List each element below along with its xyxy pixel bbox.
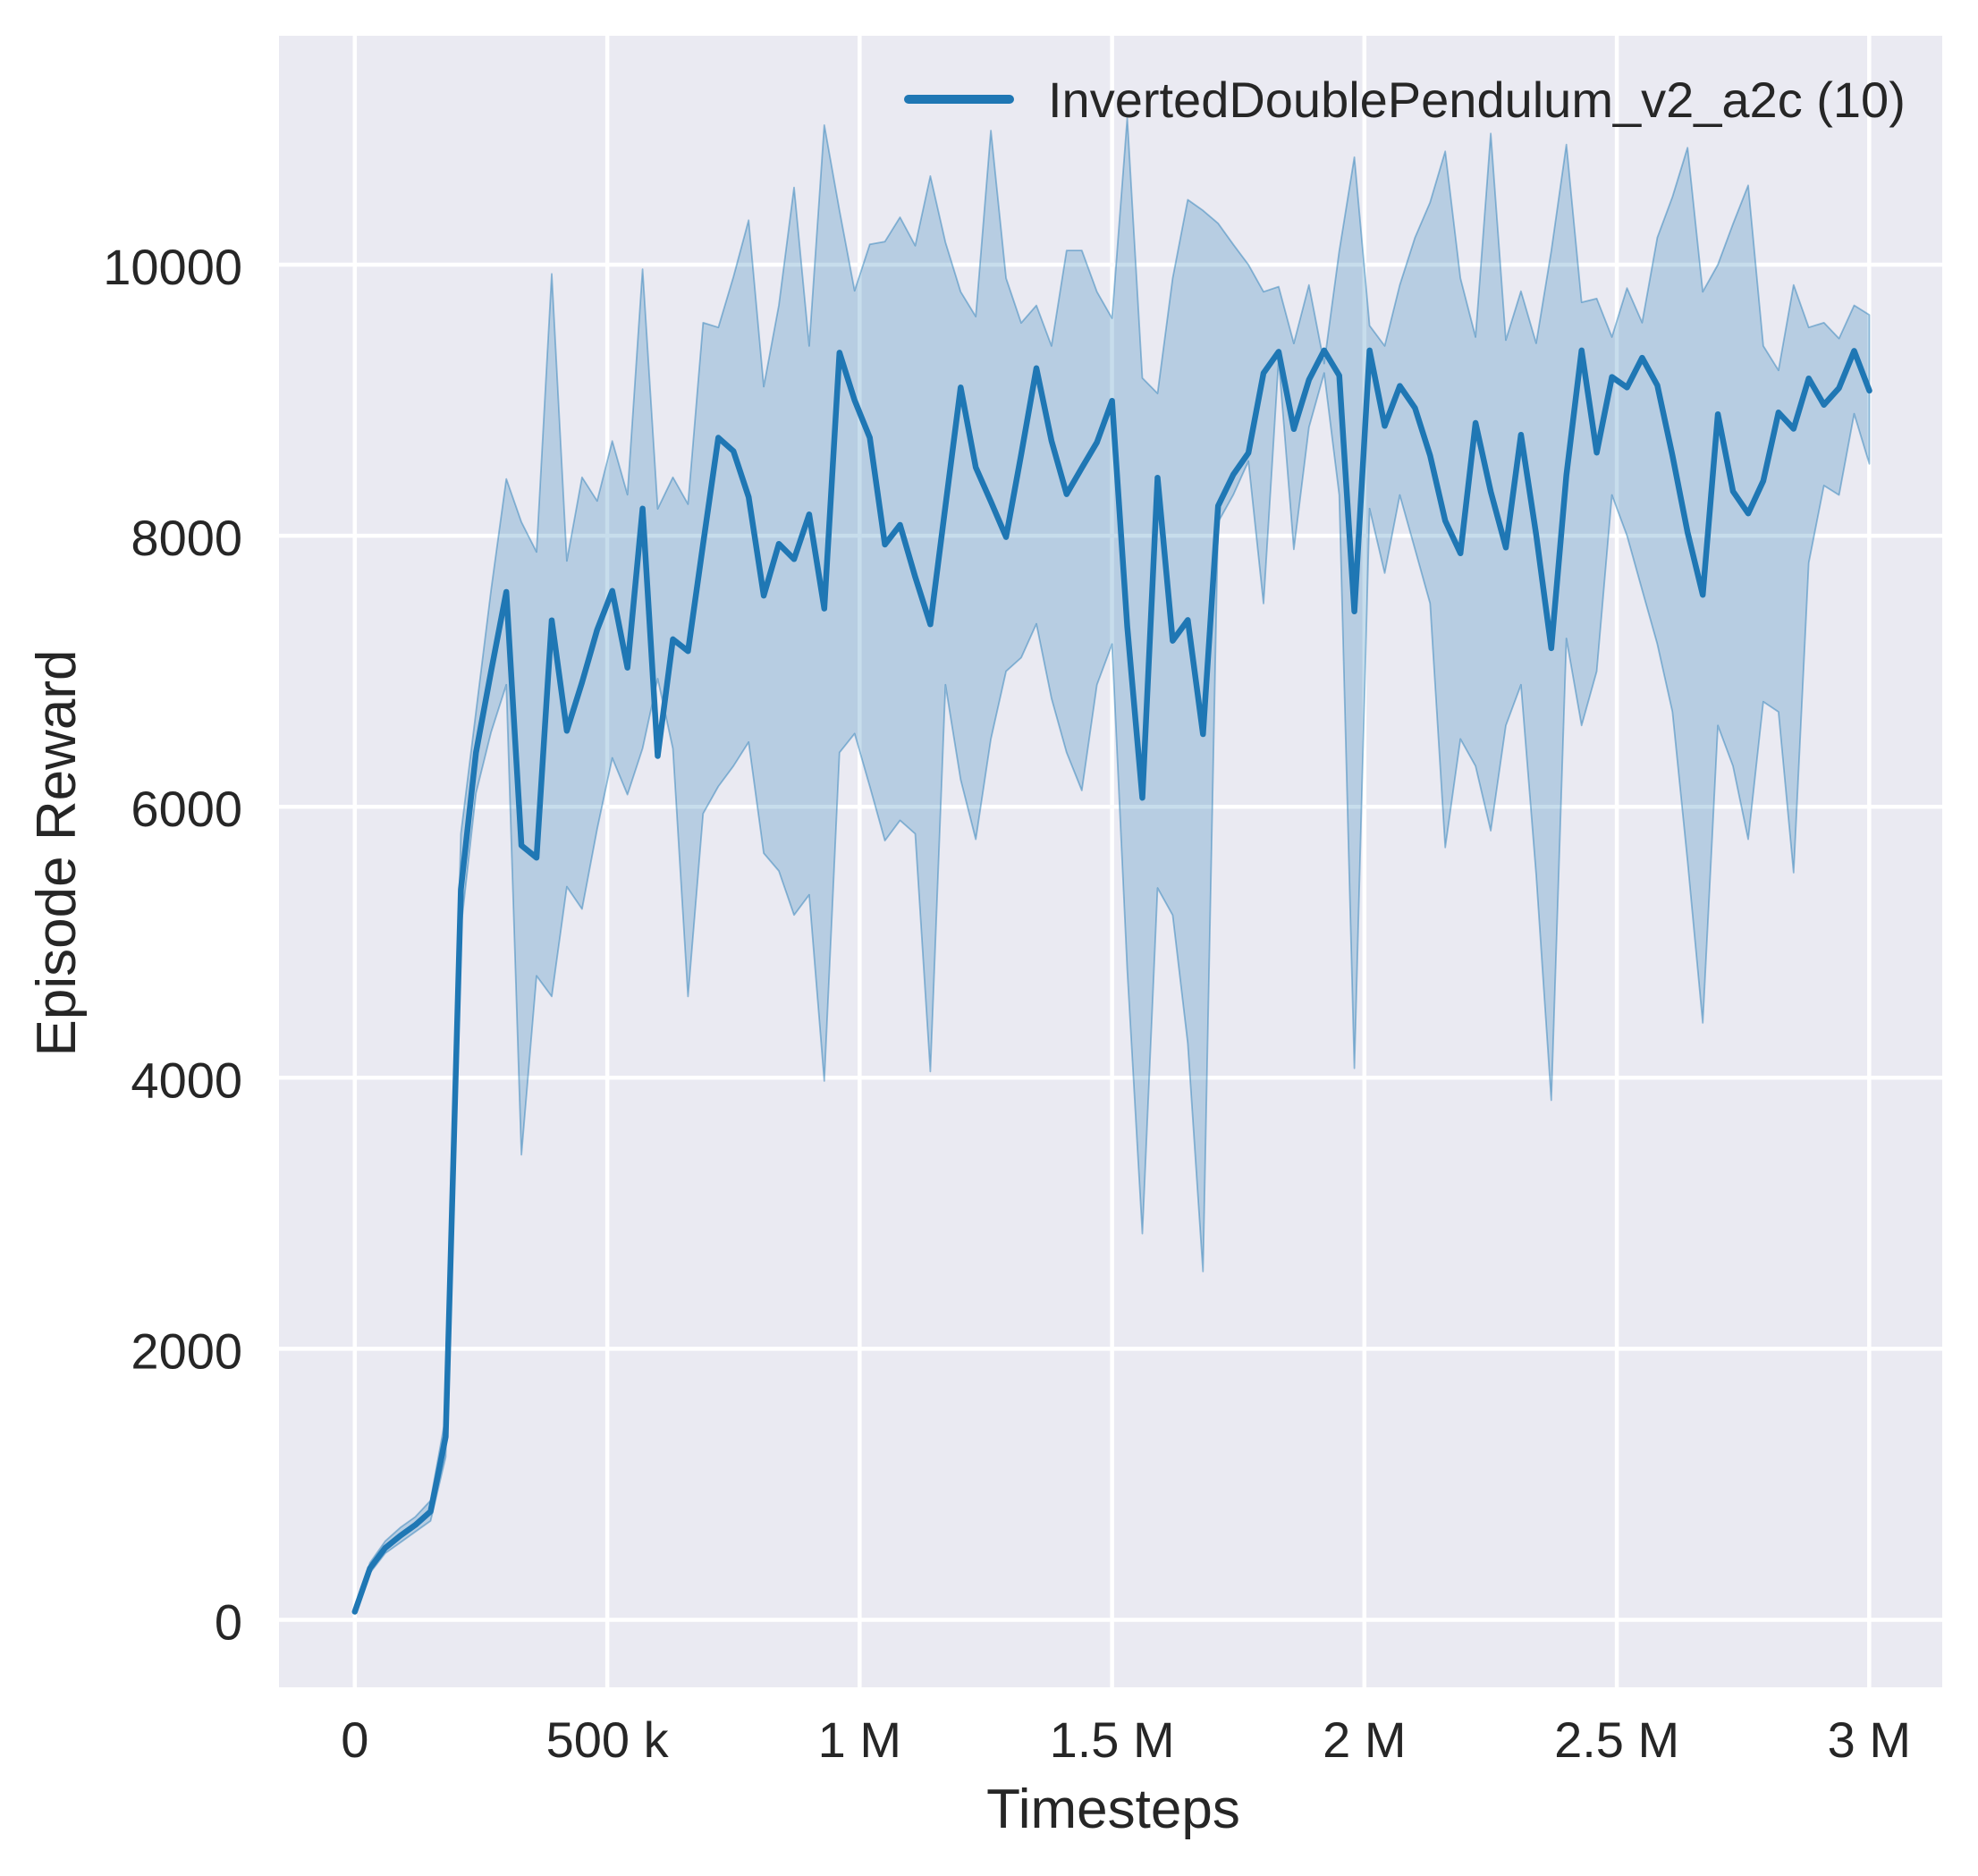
svg-text:2000: 2000 [131, 1322, 242, 1379]
svg-text:InvertedDoublePendulum_v2_a2c: InvertedDoublePendulum_v2_a2c (10) [1048, 72, 1906, 128]
svg-text:Episode Reward: Episode Reward [26, 650, 88, 1057]
svg-text:4000: 4000 [131, 1052, 242, 1108]
svg-text:1 M: 1 M [818, 1711, 901, 1768]
svg-text:1.5 M: 1.5 M [1050, 1711, 1175, 1768]
svg-text:0: 0 [341, 1711, 368, 1768]
svg-text:2.5 M: 2.5 M [1554, 1711, 1679, 1768]
svg-text:500 k: 500 k [546, 1711, 670, 1768]
svg-text:3 M: 3 M [1828, 1711, 1911, 1768]
svg-text:8000: 8000 [131, 510, 242, 566]
svg-text:Timesteps: Timesteps [986, 1779, 1240, 1840]
svg-text:6000: 6000 [131, 781, 242, 837]
svg-text:0: 0 [215, 1594, 242, 1651]
svg-text:10000: 10000 [103, 239, 242, 295]
svg-text:2 M: 2 M [1323, 1711, 1406, 1768]
